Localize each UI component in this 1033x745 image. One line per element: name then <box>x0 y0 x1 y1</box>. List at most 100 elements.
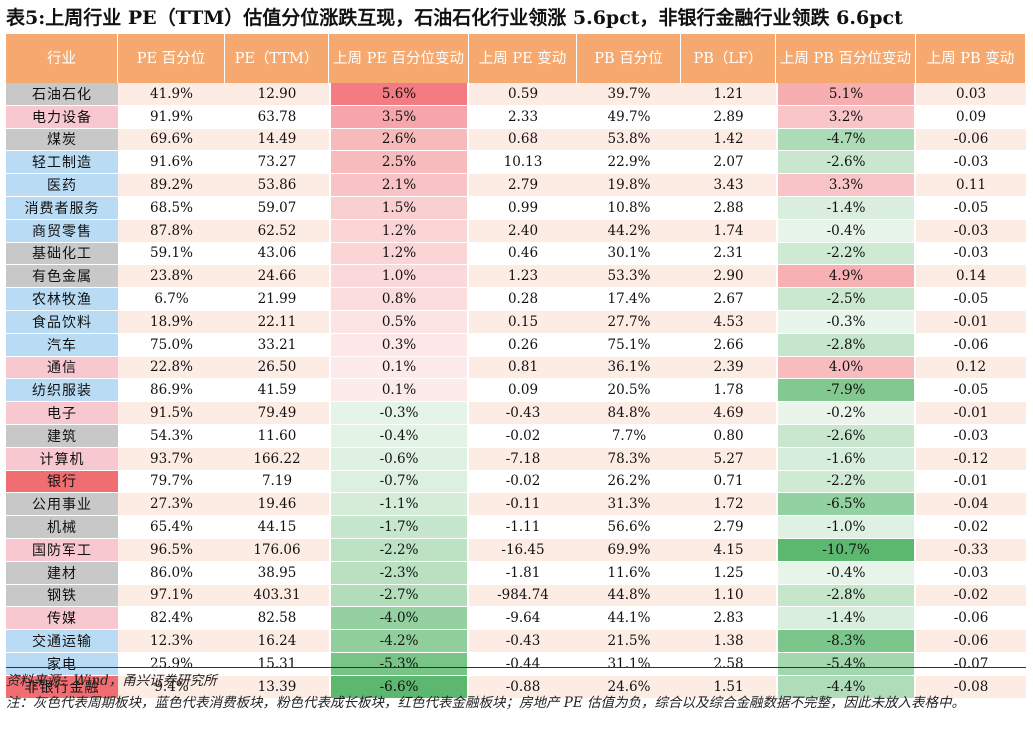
cell-industry: 银行 <box>6 470 118 494</box>
cell-pb-lf: 1.21 <box>681 83 776 106</box>
cell-pb-change: -0.01 <box>916 402 1026 425</box>
cell-industry: 公用事业 <box>6 493 118 517</box>
table-header-row: 行业 PE 百分位 PE（TTM） 上周 PE 百分位变动 上周 PE 变动 P… <box>6 34 1026 83</box>
cell-pe-ttm: 41.59 <box>225 379 329 403</box>
cell-pb-change: -0.05 <box>916 379 1026 403</box>
cell-pe-percentile-change: -0.3% <box>329 402 469 425</box>
cell-pe-ttm: 79.49 <box>225 402 329 425</box>
note-text: 注：灰色代表周期板块，蓝色代表消费板块，粉色代表成长板块，红色代表金融板块；房地… <box>6 695 966 711</box>
cell-pe-percentile: 9.4% <box>118 675 225 699</box>
cell-pe-percentile: 93.7% <box>118 447 225 471</box>
header-pb-percentile-change: 上周 PB 百分位变动 <box>776 34 916 83</box>
table-row: 建筑 54.3% 11.60 -0.4% -0.02 7.7% 0.80 -2.6% -0.03 <box>6 424 1026 448</box>
cell-pe-ttm: 14.49 <box>225 128 329 152</box>
cell-pe-ttm: 53.86 <box>225 174 329 197</box>
cell-pb-percentile: 31.3% <box>577 493 681 517</box>
cell-pe-change: -0.43 <box>469 630 577 653</box>
table-row: 轻工制造 91.6% 73.27 2.5% 10.13 22.9% 2.07 -2.6% -0.… <box>6 151 1026 175</box>
cell-pb-percentile-change: -2.8% <box>776 333 916 357</box>
cell-pb-percentile-change: -0.2% <box>776 402 916 425</box>
cell-pb-percentile-change: 4.0% <box>776 356 916 380</box>
cell-pb-change: -0.05 <box>916 288 1026 311</box>
table-row: 银行 79.7% 7.19 -0.7% -0.02 26.2% 0.71 -2.2% -0.01 <box>6 470 1026 494</box>
cell-pe-ttm: 82.58 <box>225 607 329 631</box>
cell-pb-percentile: 17.4% <box>577 288 681 311</box>
cell-pe-percentile: 91.9% <box>118 105 225 129</box>
cell-industry: 交通运输 <box>6 630 118 653</box>
cell-pe-percentile-change: -0.6% <box>329 447 469 471</box>
cell-pb-lf: 2.67 <box>681 288 776 311</box>
cell-pe-percentile: 86.0% <box>118 561 225 585</box>
cell-pe-percentile: 96.5% <box>118 538 225 562</box>
cell-pb-percentile: 27.7% <box>577 310 681 334</box>
cell-pe-percentile-change: 1.2% <box>329 219 469 243</box>
cell-pe-change: 0.26 <box>469 333 577 357</box>
cell-industry: 通信 <box>6 356 118 380</box>
cell-pb-percentile-change: -1.4% <box>776 607 916 631</box>
cell-pb-percentile: 11.6% <box>577 561 681 585</box>
cell-pe-percentile-change: 0.3% <box>329 333 469 357</box>
table-row: 传媒 82.4% 82.58 -4.0% -9.64 44.1% 2.83 -1.4% -0.0… <box>6 607 1026 631</box>
cell-pe-percentile-change: -2.7% <box>329 584 469 608</box>
cell-pe-ttm: 403.31 <box>225 584 329 608</box>
header-pb-percentile: PB 百分位 <box>577 34 681 83</box>
cell-industry: 汽车 <box>6 333 118 357</box>
cell-industry: 传媒 <box>6 607 118 631</box>
cell-pb-lf: 1.42 <box>681 128 776 152</box>
cell-pe-percentile: 97.1% <box>118 584 225 608</box>
cell-pb-percentile-change: -0.3% <box>776 310 916 334</box>
cell-pb-percentile: 56.6% <box>577 516 681 539</box>
cell-pe-change: -7.18 <box>469 447 577 471</box>
cell-pe-percentile: 89.2% <box>118 174 225 197</box>
cell-pb-percentile-change: -1.6% <box>776 447 916 471</box>
cell-pb-percentile: 10.8% <box>577 196 681 220</box>
cell-pe-ttm: 73.27 <box>225 151 329 175</box>
cell-pe-percentile: 22.8% <box>118 356 225 380</box>
table-title: 表5:上周行业 PE（TTM）估值分位涨跌互现，石油石化行业领涨 5.6pct，… <box>6 7 903 29</box>
cell-pb-percentile: 22.9% <box>577 151 681 175</box>
cell-pe-change: -1.11 <box>469 516 577 539</box>
cell-pb-percentile: 7.7% <box>577 424 681 448</box>
cell-pb-change: -0.06 <box>916 630 1026 653</box>
cell-pe-percentile-change: -2.3% <box>329 561 469 585</box>
cell-pe-ttm: 12.90 <box>225 83 329 106</box>
cell-industry: 煤炭 <box>6 128 118 152</box>
table-row: 交通运输 12.3% 16.24 -4.2% -0.43 21.5% 1.38 -8.3% -0… <box>6 630 1026 653</box>
cell-pe-percentile: 25.9% <box>118 652 225 676</box>
cell-pe-change: 2.33 <box>469 105 577 129</box>
cell-industry: 轻工制造 <box>6 151 118 175</box>
cell-pe-change: -0.43 <box>469 402 577 425</box>
cell-pb-lf: 4.69 <box>681 402 776 425</box>
cell-pb-percentile: 84.8% <box>577 402 681 425</box>
cell-pb-percentile-change: 5.1% <box>776 83 916 106</box>
cell-pb-percentile-change: -4.4% <box>776 675 916 699</box>
table-row: 国防军工 96.5% 176.06 -2.2% -16.45 69.9% 4.15 -10.7… <box>6 538 1026 562</box>
cell-pb-percentile-change: -2.5% <box>776 288 916 311</box>
cell-pe-ttm: 13.39 <box>225 675 329 699</box>
cell-pb-change: 0.03 <box>916 83 1026 106</box>
valuation-table-wrap: 行业 PE 百分位 PE（TTM） 上周 PE 百分位变动 上周 PE 变动 P… <box>6 34 1026 699</box>
cell-pe-ttm: 22.11 <box>225 310 329 334</box>
cell-pb-percentile: 75.1% <box>577 333 681 357</box>
cell-pe-ttm: 43.06 <box>225 242 329 266</box>
cell-pb-percentile-change: -2.8% <box>776 584 916 608</box>
cell-pb-percentile-change: -1.4% <box>776 196 916 220</box>
cell-pe-ttm: 59.07 <box>225 196 329 220</box>
cell-pb-change: -0.06 <box>916 607 1026 631</box>
cell-pb-change: 0.09 <box>916 105 1026 129</box>
cell-pe-change: -0.11 <box>469 493 577 517</box>
table-row: 电力设备 91.9% 63.78 3.5% 2.33 49.7% 2.89 3.2% 0.09 <box>6 105 1026 129</box>
cell-pb-percentile-change: -6.5% <box>776 493 916 517</box>
table-row: 家电 25.9% 15.31 -5.3% -0.44 31.1% 2.58 -5.4% -0.0… <box>6 652 1026 676</box>
cell-pb-change: 0.14 <box>916 265 1026 289</box>
cell-pe-change: -9.64 <box>469 607 577 631</box>
cell-industry: 基础化工 <box>6 242 118 266</box>
cell-pb-lf: 1.51 <box>681 675 776 699</box>
cell-pe-percentile-change: -1.1% <box>329 493 469 517</box>
cell-pe-ttm: 62.52 <box>225 219 329 243</box>
cell-pb-change: -0.03 <box>916 561 1026 585</box>
cell-pb-change: -0.01 <box>916 310 1026 334</box>
cell-pb-lf: 4.15 <box>681 538 776 562</box>
cell-pe-ttm: 33.21 <box>225 333 329 357</box>
cell-pe-change: 0.15 <box>469 310 577 334</box>
